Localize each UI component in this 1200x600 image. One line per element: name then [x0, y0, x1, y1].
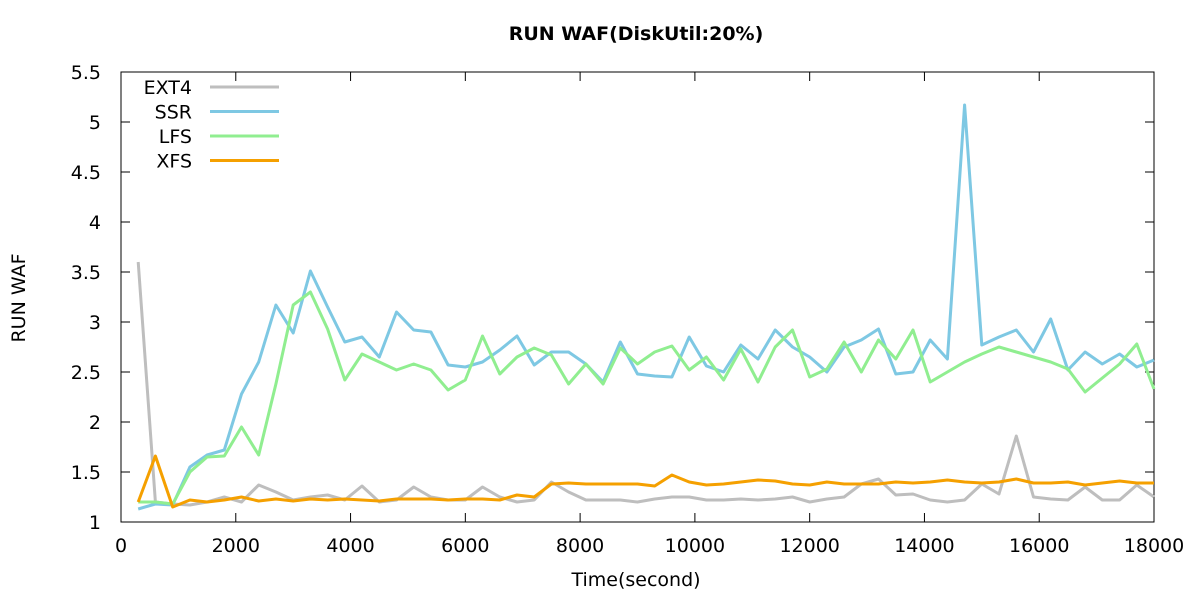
x-tick-label: 4000	[326, 535, 374, 557]
y-tick-label: 1	[89, 512, 101, 534]
axis-ticks: 0 2000 4000 6000 8000 10000 12000 14000 16000 180…	[71, 62, 1184, 557]
legend-label-lfs: LFS	[159, 126, 192, 148]
x-tick-label: 16000	[1009, 535, 1069, 557]
y-tick-label: 4	[89, 212, 101, 234]
y-tick-label: 1.5	[71, 462, 101, 484]
legend-label-xfs: XFS	[156, 151, 192, 173]
series-line-lfs	[138, 290, 1156, 506]
series-line-ext4	[136, 261, 1155, 507]
x-tick-label: 8000	[556, 535, 604, 557]
x-tick-label: 2000	[212, 535, 260, 557]
legend-label-ssr: SSR	[155, 102, 192, 124]
series-line-ssr	[137, 103, 1155, 511]
x-tick-label: 14000	[894, 535, 954, 557]
y-tick-label: 2	[89, 412, 101, 434]
x-tick-label: 10000	[665, 535, 725, 557]
y-tick-label: 2.5	[71, 362, 101, 384]
y-tick-label: 3.5	[71, 262, 101, 284]
y-tick-label: 4.5	[71, 162, 101, 184]
y-tick-label: 5.5	[71, 62, 101, 84]
y-tick-label: 5	[89, 112, 101, 134]
legend-label-ext4: EXT4	[144, 77, 192, 99]
y-tick-label: 3	[89, 312, 101, 334]
chart-title: RUN WAF(DiskUtil:20%)	[509, 23, 764, 45]
series-line-xfs	[136, 454, 1154, 509]
x-axis-label: Time(second)	[570, 569, 700, 591]
y-axis-label: RUN WAF	[8, 253, 30, 342]
x-tick-label: 18000	[1124, 535, 1184, 557]
x-tick-label: 6000	[441, 535, 489, 557]
x-tick-label: 12000	[779, 535, 839, 557]
x-tick-label: 0	[115, 535, 127, 557]
plot-frame	[120, 71, 1155, 523]
series-layer	[136, 103, 1156, 511]
